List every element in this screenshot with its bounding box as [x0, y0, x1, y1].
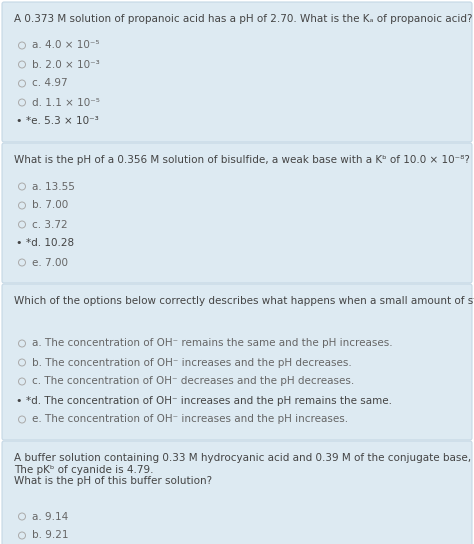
Text: c. 3.72: c. 3.72	[32, 219, 68, 230]
Text: e. The concentration of OH⁻ increases and the pH increases.: e. The concentration of OH⁻ increases an…	[32, 415, 348, 424]
Text: d. 1.1 × 10⁻⁵: d. 1.1 × 10⁻⁵	[32, 97, 100, 108]
FancyBboxPatch shape	[2, 143, 472, 283]
Text: a. 13.55: a. 13.55	[32, 182, 75, 191]
Text: •: •	[16, 395, 22, 405]
Text: c. The concentration of OH⁻ decreases and the pH decreases.: c. The concentration of OH⁻ decreases an…	[32, 376, 354, 386]
Text: *e. 5.3 × 10⁻³: *e. 5.3 × 10⁻³	[26, 116, 99, 127]
Text: a. 4.0 × 10⁻⁵: a. 4.0 × 10⁻⁵	[32, 40, 100, 51]
Text: b. 7.00: b. 7.00	[32, 201, 68, 211]
Text: A 0.373 M solution of propanoic acid has a pH of 2.70. What is the Kₐ of propano: A 0.373 M solution of propanoic acid has…	[14, 14, 473, 24]
Text: a. The concentration of OH⁻ remains the same and the pH increases.: a. The concentration of OH⁻ remains the …	[32, 338, 392, 349]
Text: a. 9.14: a. 9.14	[32, 511, 68, 522]
Text: •: •	[16, 238, 22, 249]
Text: •: •	[16, 116, 22, 127]
FancyBboxPatch shape	[2, 2, 472, 142]
Text: A buffer solution containing 0.33 M hydrocyanic acid and 0.39 M of the conjugate: A buffer solution containing 0.33 M hydr…	[14, 453, 474, 486]
Text: c. 4.97: c. 4.97	[32, 78, 68, 89]
Text: b. 2.0 × 10⁻³: b. 2.0 × 10⁻³	[32, 59, 100, 70]
Text: e. 7.00: e. 7.00	[32, 257, 68, 268]
Text: b. 9.21: b. 9.21	[32, 530, 69, 541]
Text: What is the pH of a 0.356 M solution of bisulfide, a weak base with a Kᵇ of 10.0: What is the pH of a 0.356 M solution of …	[14, 155, 470, 165]
FancyBboxPatch shape	[2, 441, 472, 544]
Text: *d. 10.28: *d. 10.28	[26, 238, 74, 249]
Text: *d. The concentration of OH⁻ increases and the pH remains the same.: *d. The concentration of OH⁻ increases a…	[26, 395, 392, 405]
Text: Which of the options below correctly describes what happens when a small amount : Which of the options below correctly des…	[14, 296, 474, 306]
FancyBboxPatch shape	[2, 284, 472, 440]
Text: b. The concentration of OH⁻ increases and the pH decreases.: b. The concentration of OH⁻ increases an…	[32, 357, 352, 368]
